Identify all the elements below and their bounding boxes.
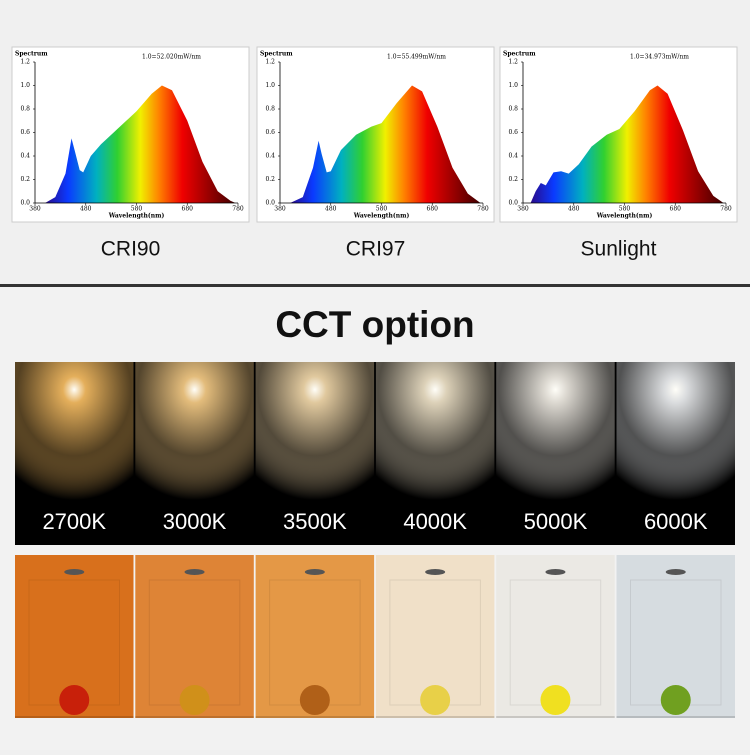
y-tick-label: 0.0 <box>508 200 518 207</box>
chart-title: Spectrum <box>260 51 293 58</box>
caption: CRI90 <box>101 238 161 261</box>
y-tick-label: 1.0 <box>265 82 275 89</box>
light-glow <box>375 362 495 500</box>
spectrum-curve <box>45 85 236 203</box>
x-tick-label: 680 <box>182 206 194 213</box>
y-tick-label: 0.8 <box>20 106 30 113</box>
light-strip <box>15 362 735 545</box>
y-tick-label: 0.4 <box>20 153 30 160</box>
y-tick-label: 1.2 <box>508 59 518 66</box>
downlight <box>184 569 205 575</box>
shelf <box>616 716 735 718</box>
y-tick-label: 0.8 <box>508 106 518 113</box>
x-tick-label: 580 <box>376 206 388 213</box>
y-tick-label: 1.0 <box>20 82 30 89</box>
fruit <box>299 685 330 715</box>
cct-option: 6000K <box>644 509 708 534</box>
room-back-wall <box>630 579 722 706</box>
x-tick-label: 380 <box>29 206 41 213</box>
room-back-wall <box>28 579 120 706</box>
shelf <box>496 716 615 718</box>
x-tick-label: 680 <box>427 206 439 213</box>
x-tick-label: 480 <box>325 206 337 213</box>
downlight <box>64 569 85 575</box>
x-tick-label: 680 <box>670 206 682 213</box>
y-tick-label: 0.0 <box>265 200 275 207</box>
y-tick-label: 1.2 <box>265 59 275 66</box>
downlight <box>665 569 686 575</box>
x-axis-label: Wavelength(nm) <box>108 213 165 220</box>
divider <box>0 284 750 287</box>
downlight <box>545 569 566 575</box>
cct-option: 2700K <box>42 509 106 534</box>
y-tick-label: 0.6 <box>265 129 275 136</box>
x-tick-label: 780 <box>232 206 244 213</box>
caption: CRI97 <box>346 238 406 261</box>
scale-note: 1.0=52.020mW/nm <box>142 54 201 61</box>
cct-option: 3500K <box>283 509 347 534</box>
cct-option: 4000K <box>403 509 467 534</box>
shelf <box>255 716 375 718</box>
scale-note: 1.0=34.973mW/nm <box>630 54 689 61</box>
room-back-wall <box>269 579 361 706</box>
caption: Sunlight <box>581 238 657 261</box>
y-tick-label: 1.2 <box>20 59 30 66</box>
spectrum-chart: Spectrum 1.0=55.499mW/nm 0.0 0.2 0.4 0.6 0.8 1.… <box>256 46 495 223</box>
chart-title: Spectrum <box>503 51 536 58</box>
room-back-wall <box>148 579 241 706</box>
y-tick-label: 0.6 <box>508 129 518 136</box>
spectrum-chart: Spectrum 1.0=34.973mW/nm 0.0 0.2 0.4 0.6 0.8 1.… <box>499 46 738 223</box>
x-tick-label: 380 <box>274 206 286 213</box>
spectrum-curve <box>290 85 481 203</box>
x-tick-label: 380 <box>517 206 529 213</box>
y-tick-label: 0.2 <box>508 176 518 183</box>
shelf <box>135 716 254 718</box>
y-tick-label: 0.4 <box>508 153 518 160</box>
x-tick-label: 780 <box>477 206 489 213</box>
room-back-wall <box>509 579 602 706</box>
downlight <box>304 569 325 575</box>
y-tick-label: 0.4 <box>265 153 275 160</box>
x-tick-label: 480 <box>80 206 92 213</box>
fruit <box>660 685 691 715</box>
chart-title: Spectrum <box>15 51 48 58</box>
x-tick-label: 580 <box>619 206 631 213</box>
x-tick-label: 780 <box>720 206 732 213</box>
y-tick-label: 1.0 <box>508 82 518 89</box>
light-glow <box>135 362 254 500</box>
x-axis-label: Wavelength(nm) <box>596 213 653 220</box>
fruit <box>420 685 451 715</box>
fruit <box>59 685 90 715</box>
light-glow <box>496 362 615 500</box>
y-tick-label: 0.8 <box>265 106 275 113</box>
fruit <box>179 685 210 715</box>
spectrum-chart: Spectrum 1.0=52.020mW/nm 0.0 0.2 0.4 0.6 0.8 1.… <box>11 46 250 223</box>
y-tick-label: 0.0 <box>20 200 30 207</box>
spectrum-curve <box>530 85 724 203</box>
scale-note: 1.0=55.499mW/nm <box>387 54 446 61</box>
y-tick-label: 0.2 <box>265 176 275 183</box>
x-tick-label: 480 <box>568 206 580 213</box>
section-title: CCT option <box>275 304 474 345</box>
y-tick-label: 0.6 <box>20 129 30 136</box>
y-tick-label: 0.2 <box>20 176 30 183</box>
light-glow <box>616 362 735 500</box>
x-axis-label: Wavelength(nm) <box>353 213 410 220</box>
downlight <box>425 569 446 575</box>
x-tick-label: 580 <box>131 206 143 213</box>
shelf <box>375 716 495 718</box>
cct-option: 3000K <box>163 509 227 534</box>
light-glow <box>15 362 134 500</box>
shelf <box>15 716 134 718</box>
light-glow <box>255 362 375 500</box>
fruit <box>540 685 571 715</box>
cct-option: 5000K <box>524 509 588 534</box>
